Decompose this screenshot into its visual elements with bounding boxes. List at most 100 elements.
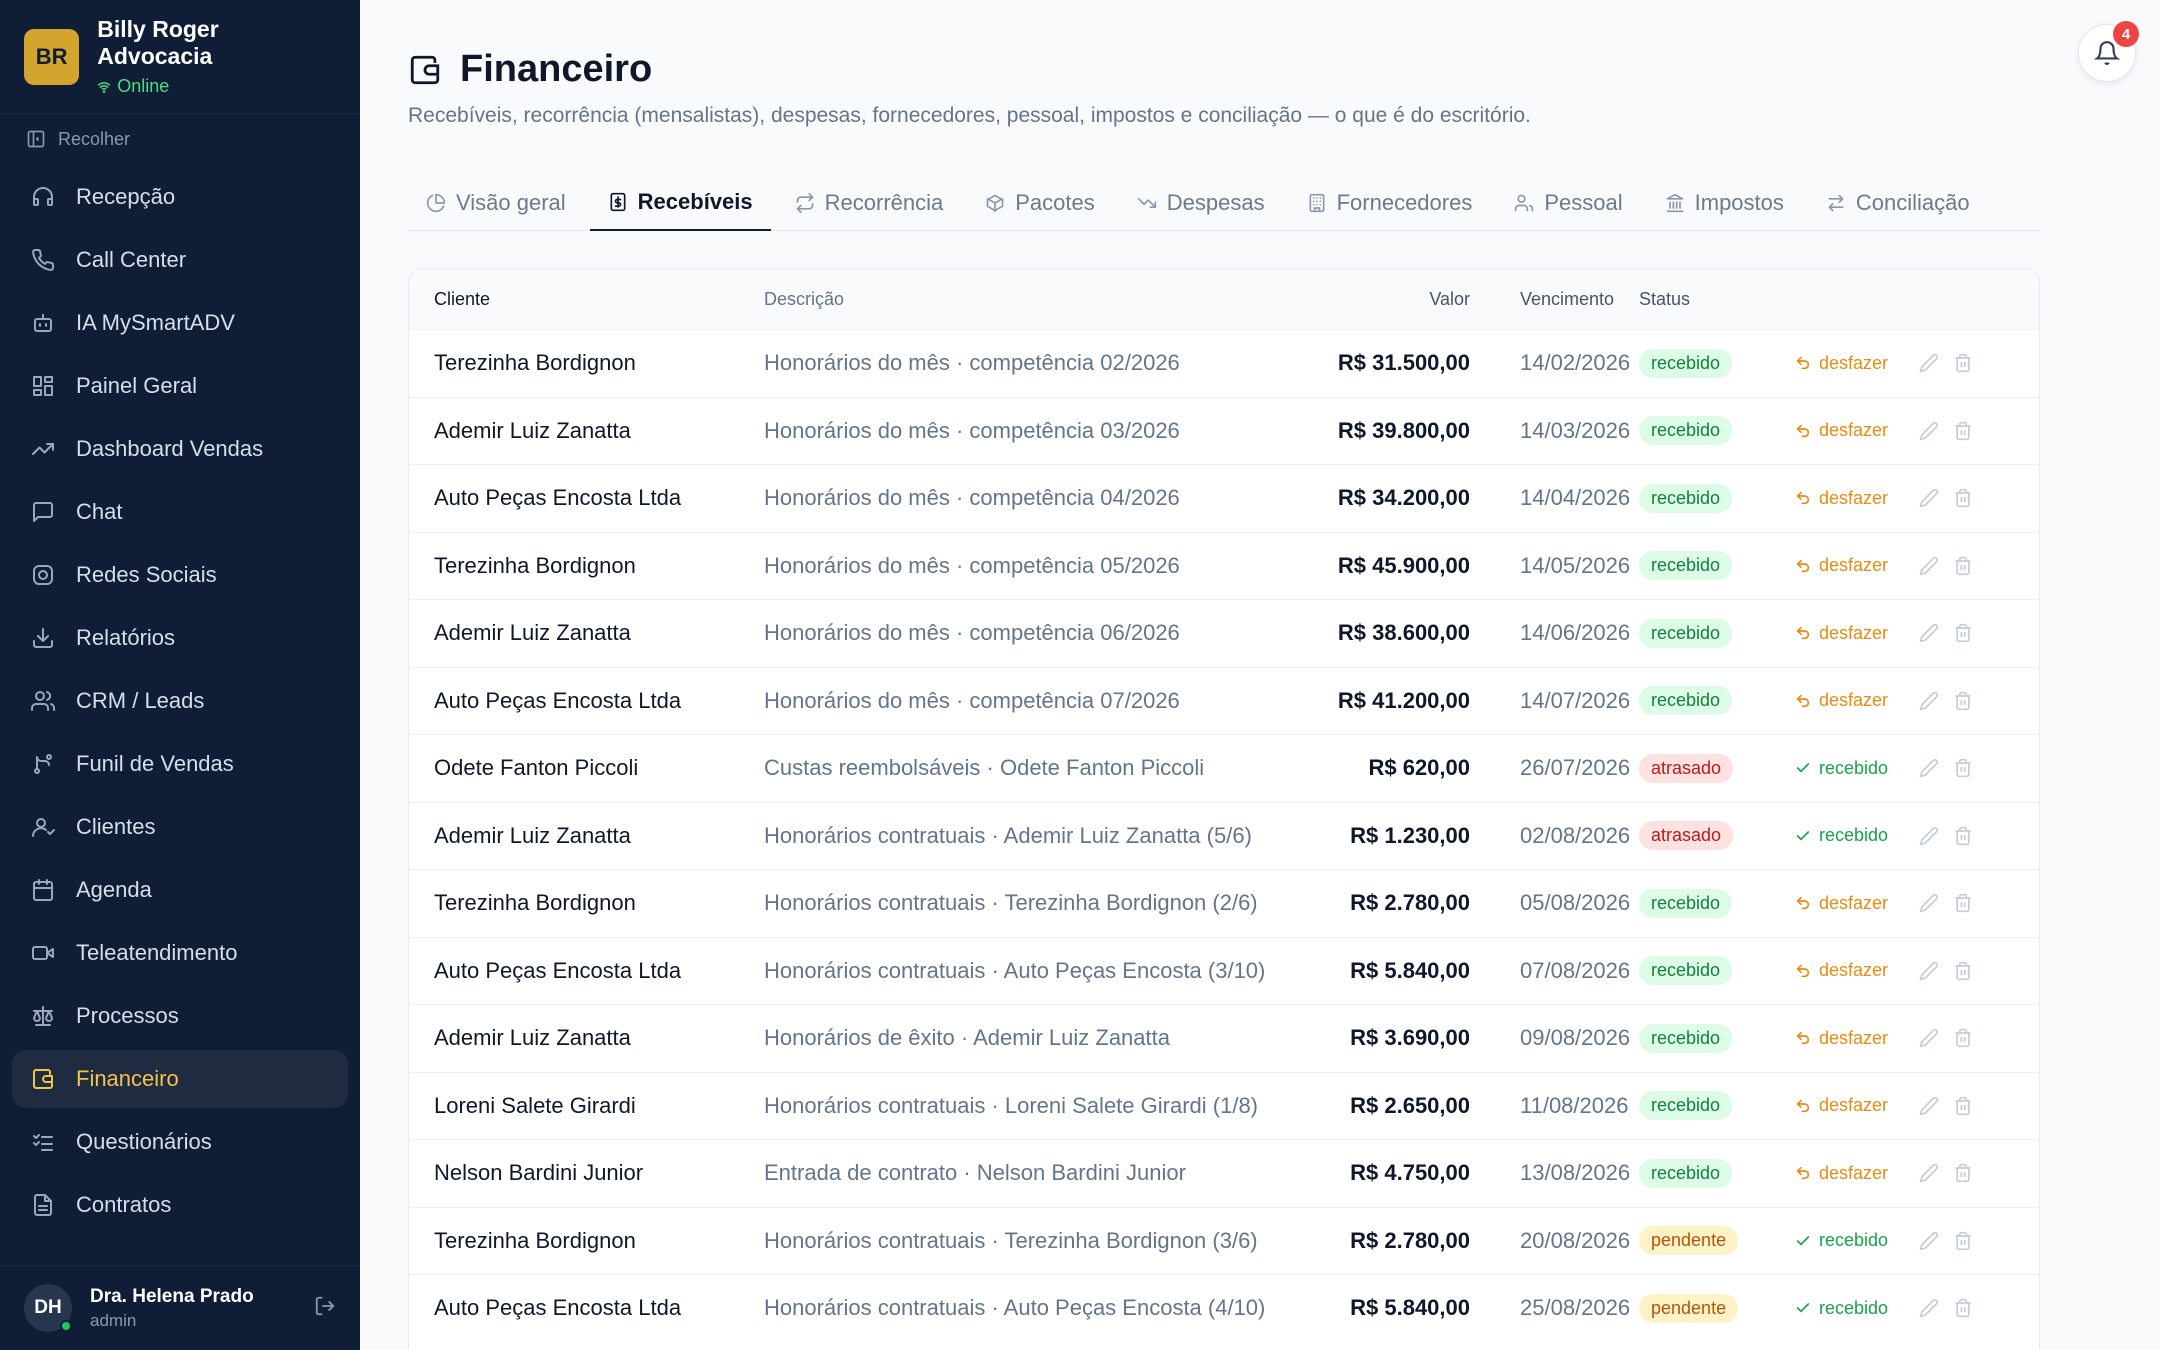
tab-visao-geral[interactable]: Visão geral (408, 175, 584, 231)
scale-icon (33, 1006, 53, 1026)
sidebar-item-crm-leads[interactable]: CRM / Leads (12, 672, 348, 730)
edit-button[interactable] (1919, 893, 1939, 913)
edit-button[interactable] (1919, 623, 1939, 643)
sidebar-item-contratos[interactable]: Contratos (12, 1176, 348, 1234)
edit-button[interactable] (1919, 758, 1939, 778)
chat-icon (33, 502, 53, 522)
trash-icon (1955, 759, 1971, 778)
sidebar-item-teleatendimento[interactable]: Teleatendimento (12, 924, 348, 982)
delete-button[interactable] (1953, 623, 1973, 643)
sidebar-item-call-center[interactable]: Call Center (12, 231, 348, 289)
sidebar-item-processos[interactable]: Processos (12, 987, 348, 1045)
sidebar-item-label: IA MySmartADV (76, 310, 235, 335)
delete-button[interactable] (1953, 488, 1973, 508)
tab-pessoal[interactable]: Pessoal (1496, 175, 1640, 231)
tab-recorrencia[interactable]: Recorrência (777, 175, 962, 231)
tab-impostos[interactable]: Impostos (1647, 175, 1802, 231)
undo-button[interactable]: desfazer (1795, 353, 1905, 374)
delete-button[interactable] (1953, 1163, 1973, 1183)
tab-conciliacao[interactable]: Conciliação (1808, 175, 1988, 231)
cell-vencimento: 05/08/2026 (1520, 890, 1631, 916)
mark-received-button[interactable]: recebido (1795, 758, 1905, 779)
delete-button[interactable] (1953, 1028, 1973, 1048)
delete-button[interactable] (1953, 691, 1973, 711)
header-valor[interactable]: Valor (1429, 288, 1470, 309)
delete-button[interactable] (1953, 1231, 1973, 1251)
undo-button[interactable]: desfazer (1795, 1095, 1905, 1116)
edit-button[interactable] (1919, 1163, 1939, 1183)
cell-valor: R$ 38.600,00 (1337, 620, 1470, 646)
delete-button[interactable] (1953, 556, 1973, 576)
header-status[interactable]: Status (1639, 288, 1691, 309)
delete-button[interactable] (1953, 353, 1973, 373)
edit-button[interactable] (1919, 1298, 1939, 1318)
sidebar-item-painel-geral[interactable]: Painel Geral (12, 357, 348, 415)
undo-button[interactable]: desfazer (1795, 555, 1905, 576)
header-descricao[interactable]: Descrição (764, 288, 845, 309)
sidebar-item-ia-mysmartadv[interactable]: IA MySmartADV (12, 294, 348, 352)
delete-button[interactable] (1953, 893, 1973, 913)
edit-button[interactable] (1919, 1028, 1939, 1048)
mark-received-button[interactable]: recebido (1795, 1230, 1905, 1251)
undo-button[interactable]: desfazer (1795, 893, 1905, 914)
delete-button[interactable] (1953, 758, 1973, 778)
undo-button[interactable]: desfazer (1795, 1028, 1905, 1049)
sidebar-item-financeiro[interactable]: Financeiro (12, 1050, 348, 1108)
sidebar-item-funil-de-vendas[interactable]: Funil de Vendas (12, 735, 348, 793)
edit-button[interactable] (1919, 421, 1939, 441)
collapse-label: Recolher (58, 128, 131, 149)
sidebar-item-redes-sociais[interactable]: Redes Sociais (12, 546, 348, 604)
cell-valor: R$ 34.200,00 (1337, 485, 1470, 511)
sidebar-item-label: Relatórios (76, 625, 176, 650)
undo-button[interactable]: desfazer (1795, 623, 1905, 644)
logout-button[interactable] (314, 1295, 336, 1322)
delete-button[interactable] (1953, 826, 1973, 846)
sidebar-item-dashboard-vendas[interactable]: Dashboard Vendas (12, 420, 348, 478)
undo-button[interactable]: desfazer (1795, 1163, 1905, 1184)
notifications-button[interactable]: 4 (2078, 21, 2139, 82)
edit-button[interactable] (1919, 556, 1939, 576)
undo-button[interactable]: desfazer (1795, 960, 1905, 981)
edit-button[interactable] (1919, 353, 1939, 373)
header-vencimento[interactable]: Vencimento (1520, 288, 1615, 309)
sidebar-item-label: Chat (76, 499, 123, 524)
undo-button[interactable]: desfazer (1795, 488, 1905, 509)
funnel-icon (34, 754, 52, 774)
sidebar-item-relatorios[interactable]: Relatórios (12, 609, 348, 667)
avatar[interactable]: DH (24, 1284, 72, 1332)
sidebar-item-label: CRM / Leads (76, 688, 205, 713)
mark-received-button[interactable]: recebido (1795, 1298, 1905, 1319)
delete-button[interactable] (1953, 961, 1973, 981)
delete-button[interactable] (1953, 421, 1973, 441)
tab-recebiveis[interactable]: Recebíveis (589, 175, 771, 231)
sidebar-item-questionarios[interactable]: Questionários (12, 1113, 348, 1171)
sidebar-item-agenda[interactable]: Agenda (12, 861, 348, 919)
undo-icon (1796, 559, 1810, 572)
undo-button[interactable]: desfazer (1795, 420, 1905, 441)
edit-button[interactable] (1919, 1096, 1939, 1116)
delete-button[interactable] (1953, 1096, 1973, 1116)
mark-received-button[interactable]: recebido (1795, 825, 1905, 846)
edit-button[interactable] (1919, 826, 1939, 846)
cell-valor: R$ 2.650,00 (1350, 1092, 1470, 1118)
user-panel: DH Dra. Helena Prado admin (0, 1265, 360, 1350)
check-icon (1796, 1235, 1810, 1246)
header-cliente[interactable]: Cliente (434, 288, 491, 309)
edit-button[interactable] (1919, 961, 1939, 981)
table-row: Terezinha Bordignon Honorários contratuai… (409, 1206, 2039, 1275)
sidebar-item-recepcao[interactable]: Recepção (12, 168, 348, 226)
action-label: desfazer (1819, 892, 1889, 913)
sidebar-item-chat[interactable]: Chat (12, 483, 348, 541)
edit-button[interactable] (1919, 1231, 1939, 1251)
tab-despesas[interactable]: Despesas (1119, 175, 1283, 231)
sidebar-item-clientes[interactable]: Clientes (12, 798, 348, 856)
undo-button[interactable]: desfazer (1795, 690, 1905, 711)
user-icon (32, 818, 55, 837)
edit-button[interactable] (1919, 488, 1939, 508)
delete-button[interactable] (1953, 1298, 1973, 1318)
edit-button[interactable] (1919, 691, 1939, 711)
tab-pacotes[interactable]: Pacotes (967, 175, 1113, 231)
edit-icon (1919, 1029, 1938, 1048)
collapse-sidebar-button[interactable]: Recolher (0, 114, 360, 164)
tab-fornecedores[interactable]: Fornecedores (1289, 175, 1491, 231)
